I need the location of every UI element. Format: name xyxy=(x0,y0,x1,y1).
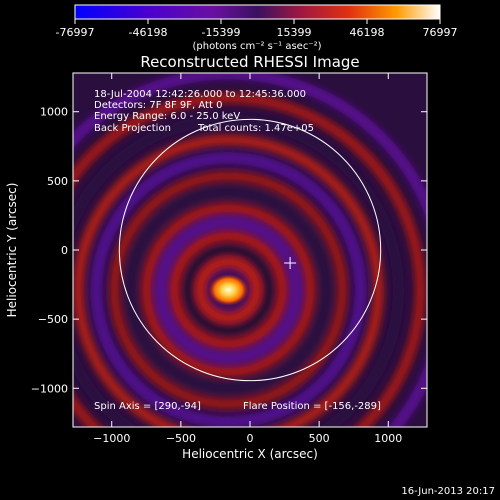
x-tick-label: −500 xyxy=(166,432,196,445)
sidelobe-ring xyxy=(154,216,302,364)
colorbar-tick-label: 76997 xyxy=(423,26,458,39)
colorbar-tick-label: 15399 xyxy=(277,26,312,39)
y-tick-label: 500 xyxy=(47,175,68,188)
image-title: Reconstructed RHESSI Image xyxy=(140,53,359,71)
info-total-counts: Total counts: 1.47e+05 xyxy=(197,123,314,134)
sidelobe-ring xyxy=(194,256,262,324)
sidelobe-ring xyxy=(90,152,366,427)
info-method: Back Projection xyxy=(94,123,171,134)
sidelobe-ring xyxy=(168,230,288,350)
solar-limb xyxy=(118,118,382,382)
colorbar-tick-label: 46198 xyxy=(350,26,385,39)
x-tick-label: 0 xyxy=(247,432,254,445)
colorbar-ticks: -76997 -46198 -15399 15399 46198 76997 xyxy=(56,19,458,39)
x-tick-label: −1000 xyxy=(93,432,130,445)
image-plot xyxy=(73,73,427,427)
x-axis-ticks: −1000 −500 0 500 1000 xyxy=(93,73,402,445)
x-tick-label: 1000 xyxy=(374,432,402,445)
sidelobe-ring xyxy=(73,73,427,427)
info-time-range: 18-Jul-2004 12:42:26.000 to 12:45:36.000 xyxy=(94,89,306,100)
y-tick-label: −1000 xyxy=(31,382,68,395)
flare-position-label: Flare Position = [-156,-289] xyxy=(243,401,381,412)
sidelobe-ring xyxy=(73,114,404,427)
colorbar-tick-label: -15399 xyxy=(202,26,241,39)
timestamp: 16-Jun-2013 20:17 xyxy=(401,486,495,497)
y-tick-label: 0 xyxy=(61,244,68,257)
colorbar-tick-label: -46198 xyxy=(129,26,168,39)
x-axis-label: Heliocentric X (arcsec) xyxy=(182,447,318,461)
colorbar xyxy=(74,4,441,20)
sidelobe-ring xyxy=(73,92,426,427)
sidelobe-ring xyxy=(108,170,348,410)
info-energy-range: Energy Range: 6.0 - 25.0 keV xyxy=(94,111,240,122)
colorbar-unit-label: (photons cm⁻² s⁻¹ asec⁻²) xyxy=(192,41,321,52)
x-tick-label: 500 xyxy=(309,432,330,445)
sidelobe-ring xyxy=(182,244,274,336)
y-tick-label: −500 xyxy=(38,313,68,326)
y-axis-label: Heliocentric Y (arcsec) xyxy=(5,183,19,318)
y-tick-label: 1000 xyxy=(40,106,68,119)
y-axis-ticks: 1000 500 0 −500 −1000 xyxy=(31,106,427,395)
sidelobe-ring xyxy=(140,202,316,378)
sidelobe-ring xyxy=(73,134,384,427)
spin-axis-marker xyxy=(284,256,297,269)
flare-source xyxy=(208,273,249,306)
sidelobe-ring xyxy=(124,186,332,394)
info-detectors: Detectors: 7F 8F 9F, Att 0 xyxy=(94,100,222,111)
colorbar-tick-label: -76997 xyxy=(56,26,95,39)
spin-axis-label: Spin Axis = [290,-94] xyxy=(94,401,201,412)
